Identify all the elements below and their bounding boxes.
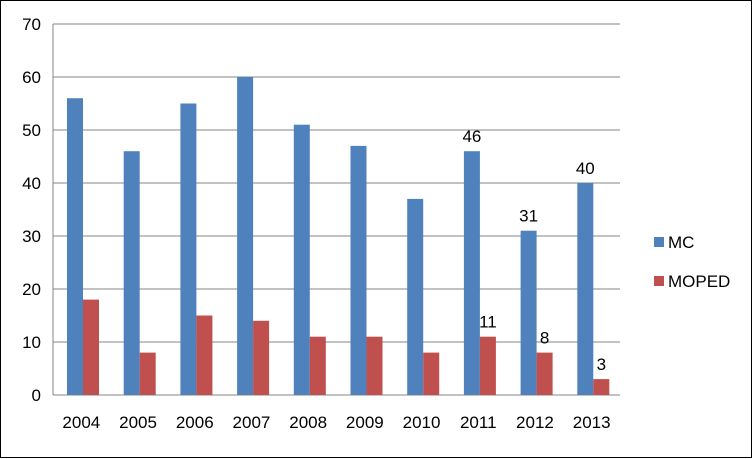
legend-swatch-moped bbox=[654, 276, 664, 286]
bar-mc-2004 bbox=[67, 98, 83, 395]
y-tick-label: 30 bbox=[22, 227, 41, 246]
x-tick-label: 2012 bbox=[516, 413, 554, 432]
x-tick-label: 2006 bbox=[176, 413, 214, 432]
y-tick-label: 40 bbox=[22, 174, 41, 193]
y-tick-label: 0 bbox=[32, 386, 41, 405]
bar-moped-2006 bbox=[196, 315, 213, 395]
bar-mc-2012 bbox=[520, 230, 537, 395]
bar-mc-2005 bbox=[123, 151, 140, 395]
bar-mc-2013 bbox=[577, 183, 594, 395]
legend: MC MOPED bbox=[654, 233, 730, 291]
legend-label-moped: MOPED bbox=[668, 272, 730, 291]
bar-moped-2012 bbox=[536, 352, 553, 395]
data-label-mc-2012: 31 bbox=[519, 207, 538, 226]
bar-moped-2009 bbox=[366, 336, 383, 395]
bar-mc-2011 bbox=[463, 151, 480, 395]
bar-mc-2006 bbox=[180, 103, 197, 395]
y-tick-label: 20 bbox=[22, 280, 41, 299]
data-labels: 46 11 31 8 40 3 bbox=[462, 127, 606, 374]
bar-mc-2010 bbox=[407, 198, 424, 395]
bar-mc-2009 bbox=[350, 145, 367, 395]
legend-swatch-mc bbox=[654, 237, 664, 247]
x-tick-label: 2013 bbox=[573, 413, 611, 432]
legend-label-mc: MC bbox=[668, 233, 694, 252]
x-axis-tick-labels: 2004 2005 2006 2007 2008 2009 2010 2011 2012 2013 bbox=[62, 413, 610, 432]
bar-moped-2013 bbox=[593, 379, 610, 395]
bar-moped-2005 bbox=[139, 352, 156, 395]
y-tick-label: 50 bbox=[22, 121, 41, 140]
x-tick-label: 2010 bbox=[403, 413, 441, 432]
y-axis-tick-labels: 0 10 20 30 40 50 60 70 bbox=[22, 15, 41, 405]
x-tick-label: 2007 bbox=[233, 413, 271, 432]
y-tick-label: 60 bbox=[22, 68, 41, 87]
bar-moped-2007 bbox=[253, 320, 270, 395]
x-tick-label: 2005 bbox=[119, 413, 157, 432]
x-tick-label: 2008 bbox=[289, 413, 327, 432]
data-label-mc-2013: 40 bbox=[576, 159, 595, 178]
data-label-moped-2013: 3 bbox=[597, 355, 606, 374]
x-tick-label: 2009 bbox=[346, 413, 384, 432]
bar-moped-2010 bbox=[423, 352, 440, 395]
x-tick-label: 2004 bbox=[62, 413, 100, 432]
y-tick-label: 70 bbox=[22, 15, 41, 34]
bar-mc-2008 bbox=[293, 124, 310, 395]
bar-moped-2011 bbox=[479, 336, 496, 395]
x-tick-label: 2011 bbox=[460, 413, 497, 432]
data-label-moped-2012: 8 bbox=[540, 329, 549, 348]
bar-moped-2008 bbox=[309, 336, 326, 395]
bar-moped-2004 bbox=[83, 299, 99, 395]
bar-mc-2007 bbox=[237, 77, 254, 395]
bars bbox=[67, 77, 610, 395]
data-label-mc-2011: 46 bbox=[462, 127, 481, 146]
data-label-moped-2011: 11 bbox=[479, 313, 497, 332]
gridlines bbox=[52, 23, 620, 396]
y-tick-label: 10 bbox=[22, 333, 41, 352]
